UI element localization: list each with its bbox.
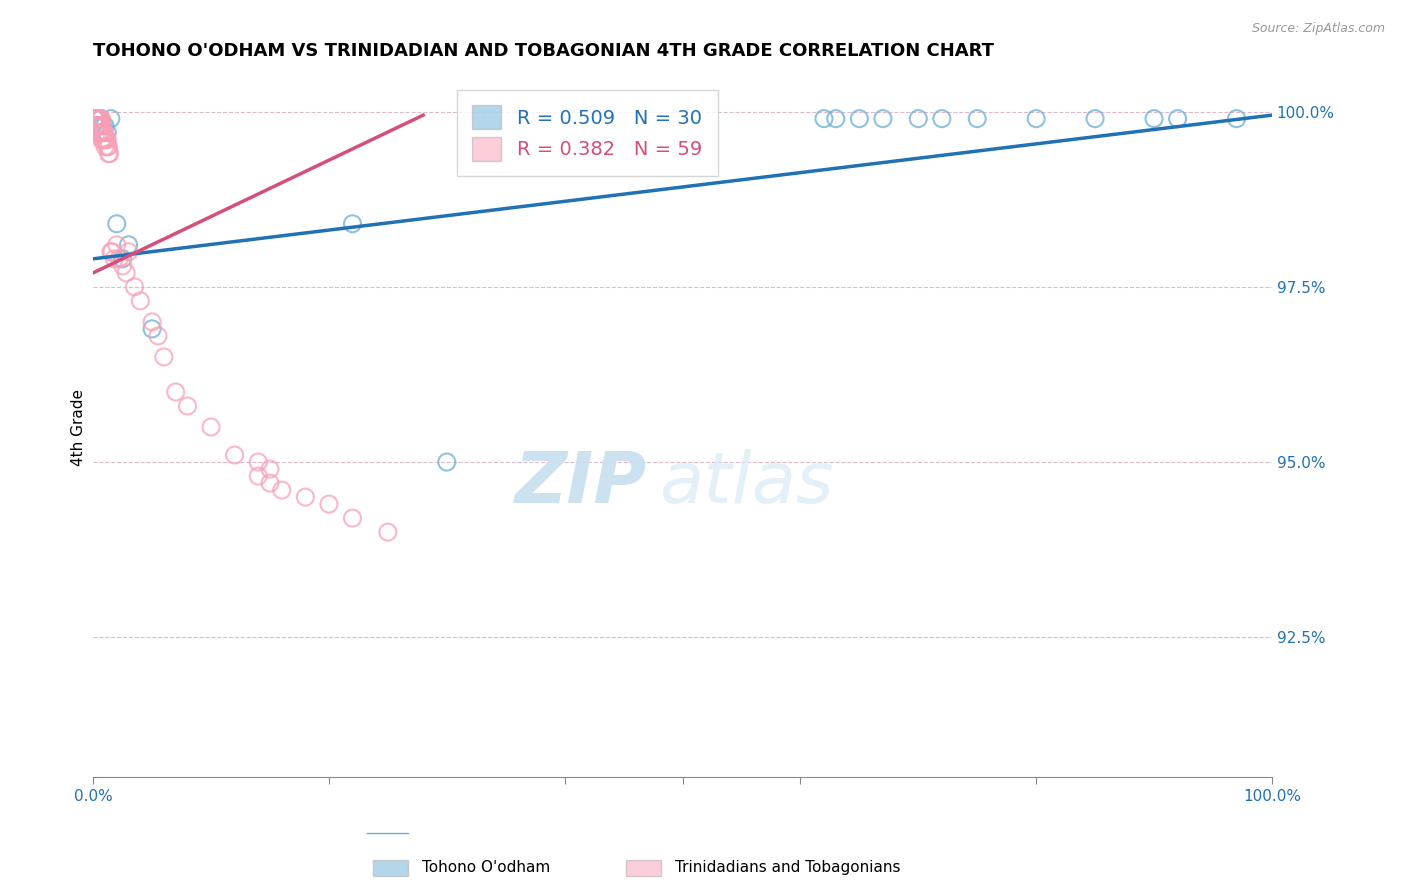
Point [87,119,110,133]
Point [247,469,270,483]
Point [813,112,835,126]
Point [146,329,169,343]
Point [94,119,117,133]
Point [89,112,111,126]
Point [94,126,117,140]
Point [83,119,105,133]
Text: ZIP: ZIP [515,449,647,517]
Point [97,139,120,153]
Text: Trinidadians and Tobagonians: Trinidadians and Tobagonians [675,860,900,874]
Point [105,237,128,252]
Point [94,133,117,147]
Point [141,315,163,329]
Point [91,133,114,147]
Point [259,462,281,476]
Point [105,217,128,231]
Point [931,112,953,126]
Point [87,119,110,133]
Point [100,112,122,126]
Point [97,146,120,161]
Point [117,244,139,259]
Point [824,112,846,126]
Point [96,133,118,147]
Point [1084,112,1107,126]
Point [103,252,125,266]
Point [84,112,107,126]
Point [101,244,124,259]
Point [872,112,894,126]
Point [90,119,112,133]
Point [96,139,118,153]
Point [96,126,118,140]
Point [84,112,107,126]
Point [94,133,117,147]
Point [1225,112,1247,126]
Legend: R = 0.509   N = 30, R = 0.382   N = 59: R = 0.509 N = 30, R = 0.382 N = 59 [457,90,717,176]
Point [93,126,115,140]
Point [966,112,988,126]
Point [83,112,105,126]
Point [436,455,458,469]
Point [98,146,121,161]
Point [294,490,316,504]
Point [87,112,110,126]
Point [224,448,246,462]
Point [270,483,292,497]
Point [129,293,152,308]
Point [124,280,146,294]
Point [247,455,270,469]
Text: Source: ZipAtlas.com: Source: ZipAtlas.com [1251,22,1385,36]
Text: atlas: atlas [659,449,834,517]
Point [91,119,114,133]
Point [86,119,108,133]
Point [1167,112,1189,126]
Y-axis label: 4th Grade: 4th Grade [72,389,86,466]
Point [89,112,111,126]
Point [90,112,112,126]
Point [84,112,107,126]
Point [848,112,870,126]
Point [90,126,112,140]
Point [89,119,111,133]
Point [153,350,176,364]
Point [176,399,198,413]
Point [94,139,117,153]
Text: Tohono O'odham: Tohono O'odham [422,860,550,874]
Point [117,237,139,252]
Point [93,133,115,147]
Point [342,217,364,231]
Point [1143,112,1166,126]
Point [91,119,114,133]
Point [86,126,108,140]
Point [87,112,110,126]
Point [165,384,187,399]
Point [86,112,108,126]
Point [141,322,163,336]
Point [318,497,340,511]
Point [100,244,122,259]
Point [111,259,134,273]
Point [377,525,399,540]
Point [84,119,107,133]
Point [907,112,929,126]
Point [87,112,110,126]
Point [342,511,364,525]
Point [89,126,111,140]
Text: TOHONO O'ODHAM VS TRINIDADIAN AND TOBAGONIAN 4TH GRADE CORRELATION CHART: TOHONO O'ODHAM VS TRINIDADIAN AND TOBAGO… [93,42,994,60]
Point [115,266,138,280]
Point [87,112,110,126]
Point [1025,112,1047,126]
Point [91,126,114,140]
Point [111,252,134,266]
Point [83,112,105,126]
Point [86,112,108,126]
Point [87,126,110,140]
Point [87,119,110,133]
Point [259,476,281,491]
Point [200,420,222,434]
Point [108,252,131,266]
Point [90,133,112,147]
